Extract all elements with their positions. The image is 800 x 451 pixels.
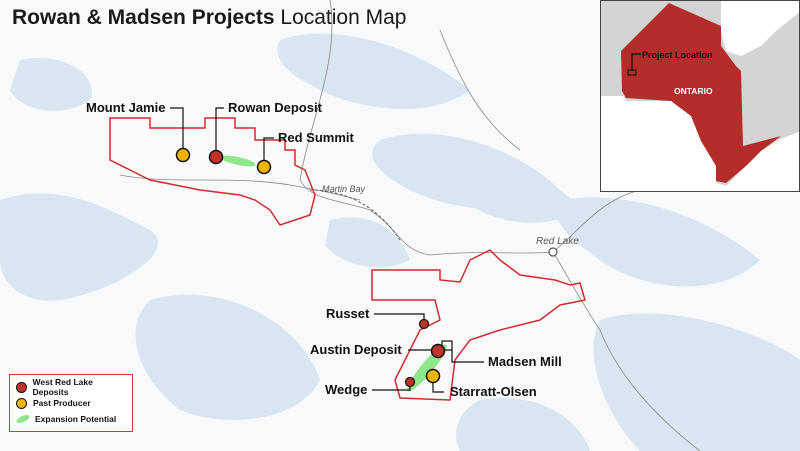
- red-summit-marker[interactable]: [256, 159, 272, 175]
- ontario-shape: [621, 3, 781, 183]
- mount-jamie-marker[interactable]: [175, 147, 191, 163]
- legend-label: West Red Lake Deposits: [32, 377, 93, 397]
- legend-label: Expansion Potential: [35, 414, 117, 424]
- label-austin-deposit: Austin Deposit: [310, 342, 402, 357]
- inset-ontario-label: ONTARIO: [674, 86, 713, 96]
- red-lake-town-icon: [548, 247, 558, 257]
- label-madsen-mill: Madsen Mill: [488, 354, 562, 369]
- lakes: [0, 33, 800, 451]
- red-circle-icon: [16, 381, 27, 393]
- hudson-bay: [721, 1, 799, 56]
- title-rest: Location Map: [274, 6, 407, 29]
- legend-item-deposits: West Red Lake Deposits: [16, 377, 126, 397]
- label-russet: Russet: [326, 306, 370, 321]
- russet-marker[interactable]: [418, 318, 430, 330]
- austin-deposit-marker[interactable]: [430, 343, 446, 359]
- wedge-marker[interactable]: [404, 376, 416, 388]
- project-location-box: [627, 69, 637, 76]
- label-red-lake: Red Lake: [536, 236, 579, 247]
- page-title: Rowan & Madsen Projects Location Map: [12, 6, 406, 30]
- label-martin-bay: Martin Bay: [322, 184, 366, 194]
- leader-lines: [170, 107, 484, 393]
- starratt-olsen-marker[interactable]: [425, 368, 441, 384]
- label-red-summit: Red Summit: [278, 130, 354, 145]
- claim-boundaries: [109, 117, 586, 401]
- map-legend: West Red Lake Deposits Past Producer Exp…: [9, 374, 133, 432]
- label-rowan-deposit: Rowan Deposit: [228, 100, 322, 115]
- roads: [119, 0, 701, 451]
- yellow-circle-icon: [16, 397, 27, 409]
- label-wedge: Wedge: [325, 382, 368, 397]
- inset-canvas: Project Location ONTARIO: [601, 1, 799, 191]
- inset-map: Project Location ONTARIO: [600, 0, 800, 192]
- ferry-route: [309, 189, 401, 241]
- us-area: [601, 96, 799, 191]
- expansion-rowan: [220, 155, 256, 167]
- label-starratt-olsen: Starratt-Olsen: [450, 384, 537, 399]
- title-bold: Rowan & Madsen Projects: [12, 6, 275, 29]
- legend-item-past-producer: Past Producer: [16, 395, 126, 411]
- legend-label: Past Producer: [33, 398, 91, 408]
- label-mount-jamie: Mount Jamie: [86, 100, 166, 115]
- rowan-deposit-marker[interactable]: [208, 149, 224, 165]
- inset-project-location: Project Location: [642, 50, 713, 60]
- green-ellipse-icon: [15, 413, 31, 425]
- legend-item-expansion: Expansion Potential: [15, 411, 126, 427]
